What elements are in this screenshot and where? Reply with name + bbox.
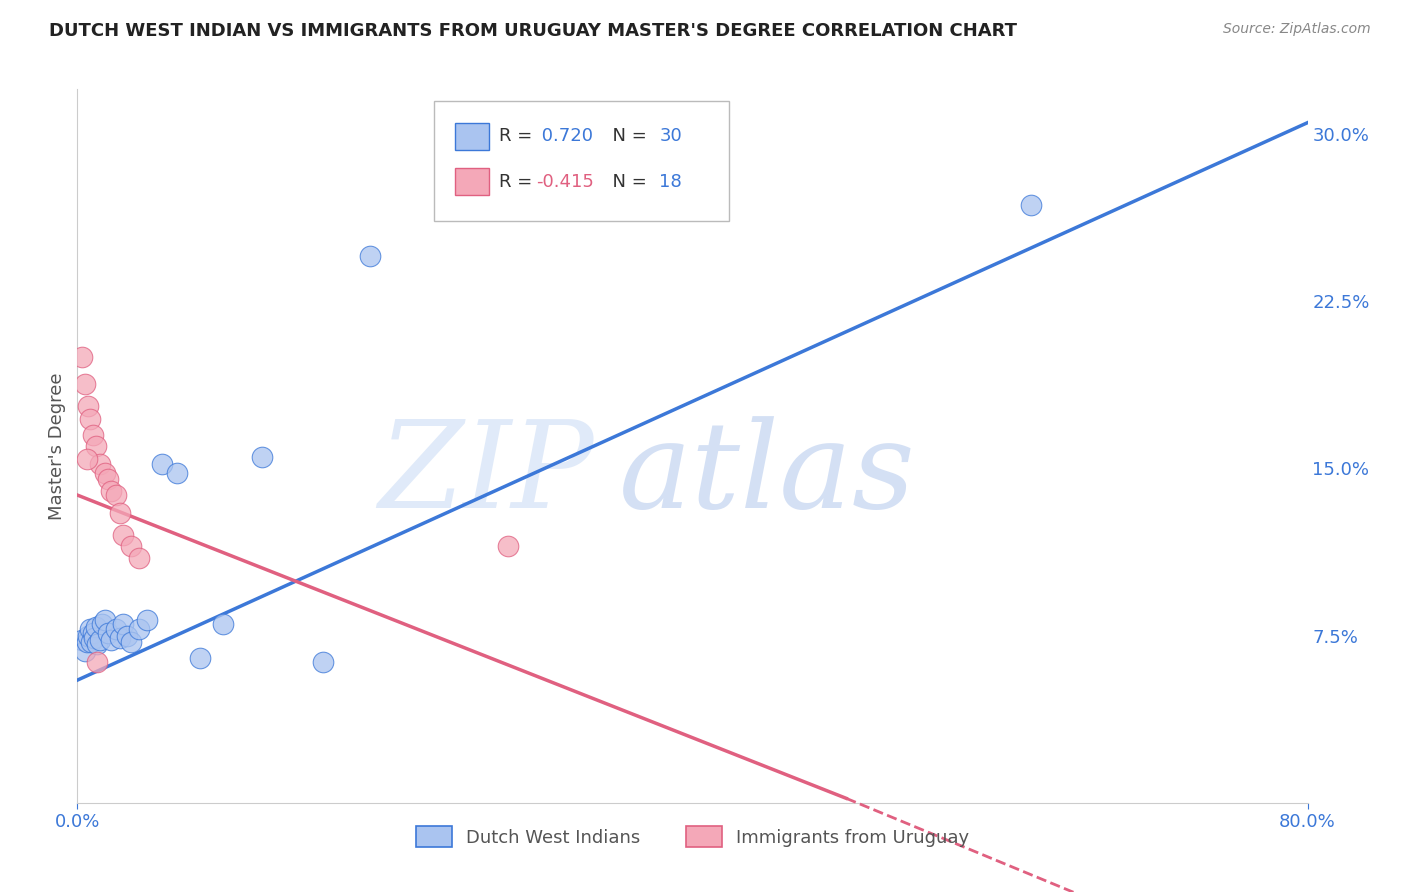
FancyBboxPatch shape: [456, 123, 489, 150]
Point: [104, 488, 127, 502]
Text: atlas: atlas: [619, 416, 915, 533]
Point: [120, 539, 142, 553]
Point: [94, 613, 117, 627]
Point: [84, 439, 107, 453]
Point: [77, 628, 100, 642]
Point: [70, 633, 93, 648]
Point: [73, 644, 96, 658]
Point: [112, 528, 135, 542]
Point: [166, 466, 188, 480]
Point: [100, 483, 122, 498]
Point: [79, 622, 101, 636]
Text: 18: 18: [659, 173, 682, 191]
Point: [100, 633, 122, 648]
Point: [86, 637, 108, 651]
Point: [359, 249, 381, 264]
Point: [82, 427, 104, 442]
Text: DUTCH WEST INDIAN VS IMMIGRANTS FROM URUGUAY MASTER'S DEGREE CORRELATION CHART: DUTCH WEST INDIAN VS IMMIGRANTS FROM URU…: [49, 22, 1017, 40]
Text: R =: R =: [499, 128, 538, 145]
Point: [120, 635, 142, 649]
Point: [188, 651, 212, 665]
Point: [1019, 198, 1042, 212]
Point: [312, 655, 335, 669]
Point: [94, 466, 117, 480]
Point: [70, 350, 93, 364]
Point: [150, 457, 173, 471]
Y-axis label: Master's Degree: Master's Degree: [48, 372, 66, 520]
Point: [89, 457, 111, 471]
Point: [90, 617, 114, 632]
Point: [82, 626, 104, 640]
Point: [97, 626, 120, 640]
Text: R =: R =: [499, 173, 538, 191]
Point: [77, 399, 100, 413]
Point: [112, 617, 135, 632]
FancyBboxPatch shape: [434, 102, 730, 221]
Point: [76, 452, 98, 467]
Point: [128, 550, 150, 565]
Text: Source: ZipAtlas.com: Source: ZipAtlas.com: [1223, 22, 1371, 37]
Text: N =: N =: [602, 128, 652, 145]
Text: ZIP: ZIP: [378, 416, 595, 533]
Point: [212, 617, 235, 632]
Text: 0.720: 0.720: [536, 128, 593, 145]
Point: [89, 633, 111, 648]
Point: [83, 631, 105, 645]
Point: [97, 473, 120, 487]
Text: N =: N =: [602, 173, 652, 191]
Legend: Dutch West Indians, Immigrants from Uruguay: Dutch West Indians, Immigrants from Urug…: [408, 819, 977, 855]
Point: [84, 619, 107, 633]
Point: [250, 450, 273, 464]
Point: [135, 613, 157, 627]
Point: [73, 376, 96, 391]
Point: [110, 631, 132, 645]
Point: [86, 655, 108, 669]
FancyBboxPatch shape: [456, 168, 489, 194]
Point: [128, 622, 150, 636]
Text: 30: 30: [659, 128, 682, 145]
Point: [79, 412, 101, 426]
Point: [496, 539, 519, 553]
Text: -0.415: -0.415: [536, 173, 595, 191]
Point: [80, 635, 103, 649]
Point: [104, 622, 127, 636]
Point: [110, 506, 132, 520]
Point: [76, 635, 98, 649]
Point: [115, 628, 138, 642]
